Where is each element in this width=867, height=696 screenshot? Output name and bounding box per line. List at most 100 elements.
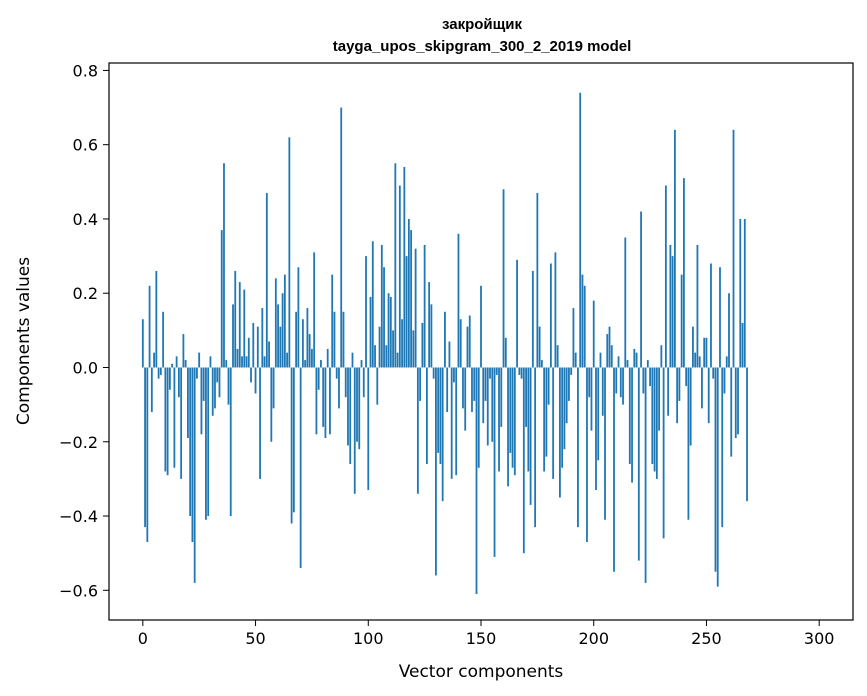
bar — [432, 367, 435, 379]
bar — [410, 230, 413, 368]
bar — [202, 367, 205, 401]
bar — [351, 352, 354, 368]
bar — [622, 367, 624, 405]
bar — [739, 218, 742, 368]
bar — [146, 367, 149, 543]
bar — [144, 367, 146, 528]
bar — [633, 348, 636, 368]
bar — [507, 367, 509, 487]
bar — [606, 334, 609, 368]
bar — [425, 367, 428, 465]
bar — [205, 367, 207, 520]
bar — [613, 367, 615, 572]
bar — [353, 367, 356, 494]
y-tick-label: 0.2 — [73, 284, 98, 303]
bar — [662, 367, 665, 539]
x-tick-label: 0 — [138, 629, 148, 648]
bar — [430, 304, 433, 368]
bar — [642, 367, 645, 394]
bar — [486, 367, 489, 446]
bar — [743, 218, 746, 368]
bar — [511, 367, 514, 468]
bar — [473, 367, 476, 401]
bar — [416, 367, 419, 494]
bar — [220, 230, 223, 368]
bar — [301, 319, 304, 368]
bar — [595, 367, 597, 491]
bar — [207, 367, 210, 517]
bar — [489, 367, 491, 379]
bar — [263, 356, 266, 368]
bar — [405, 256, 408, 368]
bar — [216, 367, 219, 383]
bar — [403, 166, 406, 368]
bar — [518, 367, 521, 375]
bar — [543, 367, 546, 472]
bar — [574, 352, 577, 368]
bar — [277, 304, 279, 368]
bar — [680, 274, 683, 368]
bar — [317, 367, 320, 390]
bar — [308, 334, 311, 368]
bar — [725, 356, 728, 368]
bar — [653, 367, 656, 472]
bar — [187, 367, 189, 439]
x-tick-label: 200 — [578, 629, 609, 648]
bar — [376, 367, 379, 405]
bar — [561, 367, 564, 468]
bar — [660, 345, 663, 368]
bar — [173, 367, 176, 468]
bar — [590, 367, 593, 431]
bar — [601, 367, 604, 416]
bar — [232, 304, 234, 368]
bar — [450, 367, 453, 479]
bar — [340, 107, 343, 368]
bar — [157, 367, 160, 379]
bar — [608, 326, 611, 368]
bar — [703, 337, 706, 368]
bar — [198, 352, 201, 368]
bar — [311, 348, 313, 368]
bar — [583, 285, 586, 368]
bar — [504, 337, 507, 368]
bar — [437, 367, 440, 453]
bar — [184, 360, 187, 368]
bar — [482, 367, 485, 424]
bar — [522, 367, 525, 554]
x-tick-label: 250 — [691, 629, 722, 648]
bar — [396, 352, 399, 368]
bar — [710, 263, 712, 368]
bar — [500, 367, 503, 427]
bar — [331, 274, 334, 368]
bar — [252, 322, 255, 368]
bar — [534, 367, 537, 528]
bar — [698, 356, 701, 368]
bar — [414, 248, 417, 368]
bar — [214, 367, 216, 409]
bar — [272, 367, 275, 409]
bar — [153, 352, 155, 368]
bar — [637, 367, 640, 561]
bar — [509, 367, 512, 453]
bar — [380, 244, 383, 368]
bar — [223, 163, 225, 368]
bar — [398, 185, 401, 368]
bar — [349, 367, 352, 465]
bar — [247, 337, 250, 368]
chart-subtitle: tayga_upos_skipgram_300_2_2019 model — [333, 38, 632, 55]
bar — [383, 267, 385, 368]
bar — [459, 319, 462, 368]
bar — [475, 367, 478, 594]
bar — [238, 282, 241, 368]
bar — [466, 326, 469, 368]
bar — [234, 270, 237, 368]
bar — [177, 367, 180, 398]
bar — [683, 178, 685, 368]
bar — [211, 367, 214, 416]
x-tick-label: 50 — [245, 629, 265, 648]
bar — [714, 367, 717, 572]
x-axis-label: Vector components — [399, 662, 564, 682]
bar — [707, 367, 710, 424]
bar — [597, 367, 600, 461]
bar — [259, 367, 261, 479]
